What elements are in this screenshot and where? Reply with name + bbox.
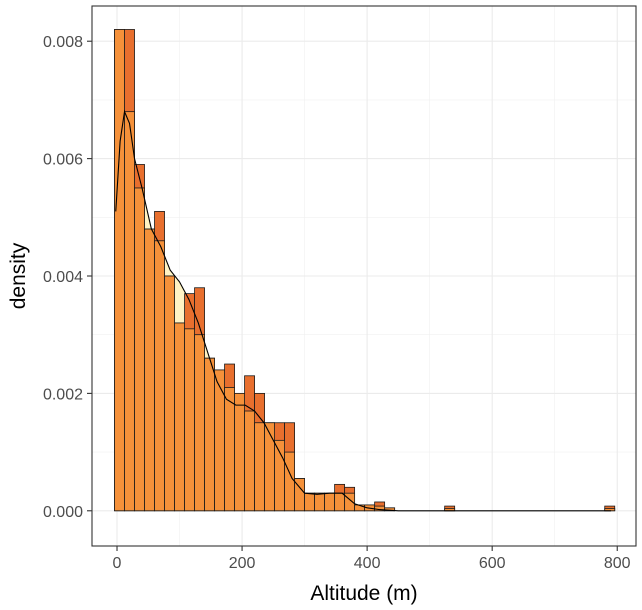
histogram-bar-series-2 <box>314 492 326 512</box>
x-axis-title: Altitude (m) <box>310 582 417 605</box>
histogram-bar-series-2 <box>154 240 165 512</box>
histogram-bar-series-2 <box>214 369 225 512</box>
y-tick-label: 0.008 <box>43 34 83 51</box>
histogram-bars <box>114 29 616 512</box>
histogram-bar-series-2 <box>114 29 125 512</box>
histogram-bar-series-2 <box>204 357 215 512</box>
x-tick-label: 200 <box>229 555 256 572</box>
histogram-bar-series-2 <box>184 328 195 512</box>
x-axis: 0 200 400 600 800 <box>113 546 631 572</box>
histogram-bar-series-2 <box>134 187 145 512</box>
histogram-bar-series-2 <box>144 228 155 512</box>
histogram-bar-series-2 <box>174 322 185 512</box>
y-tick-label: 0.006 <box>43 152 83 169</box>
histogram-bar-series-2 <box>244 410 255 512</box>
density-line <box>115 109 611 512</box>
x-tick-label: 0 <box>113 555 122 572</box>
histogram-bar-series-2 <box>194 334 205 512</box>
y-tick-label: 0.004 <box>43 269 83 286</box>
histogram-bar-series-2 <box>304 492 316 512</box>
histogram-bar-series-2 <box>164 275 175 512</box>
histogram-bar-series-2 <box>224 387 235 512</box>
histogram-bar-series-2 <box>284 451 295 512</box>
histogram-bar-series-2 <box>124 111 135 512</box>
x-tick-label: 400 <box>354 555 381 572</box>
histogram-bar-series-2 <box>334 492 346 512</box>
y-tick-label: 0.002 <box>43 386 83 403</box>
y-axis: 0.000 0.002 0.004 0.006 0.008 <box>43 34 92 521</box>
histogram-bar-series-2 <box>264 422 275 512</box>
histogram-bar-series-2 <box>344 492 356 512</box>
y-tick-label: 0.000 <box>43 504 83 521</box>
histogram-bar-series-2 <box>324 492 336 512</box>
x-tick-label: 600 <box>479 555 506 572</box>
histogram-bar-series-2 <box>274 439 285 512</box>
x-tick-label: 800 <box>604 555 631 572</box>
histogram-bar-series-2 <box>234 392 245 512</box>
histogram-bar-series-2 <box>254 422 265 512</box>
y-axis-title: density <box>7 242 30 309</box>
density-curve <box>115 109 611 512</box>
